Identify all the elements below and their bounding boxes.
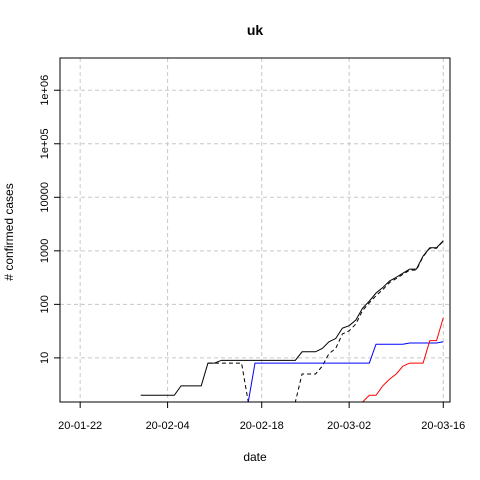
plot-frame	[59, 57, 451, 403]
x-tick-label: 20-03-16	[421, 420, 465, 432]
series-line-3	[228, 341, 444, 403]
series-line-2	[207, 240, 444, 403]
x-tick-label: 20-03-02	[327, 420, 371, 432]
y-tick-label: 10	[39, 352, 51, 364]
x-tick-label: 20-02-04	[146, 420, 190, 432]
x-axis-label: date	[243, 450, 267, 464]
y-tick-label: 10000	[39, 182, 51, 213]
y-tick-label: 100	[39, 295, 51, 313]
y-axis-label: # confirmed cases	[2, 183, 16, 280]
series-line-1	[140, 240, 444, 396]
y-tick-label: 1e+05	[39, 128, 51, 159]
y-axis: 10 100 1000 10000 1e+05 1e+06	[39, 75, 60, 364]
series-layer	[140, 240, 444, 403]
x-tick-label: 20-02-18	[240, 420, 284, 432]
grid	[60, 58, 450, 402]
series-line-4	[362, 317, 444, 403]
y-tick-label: 1e+06	[39, 75, 51, 106]
chart-title: uk	[247, 22, 264, 38]
y-tick-label: 1000	[39, 239, 51, 263]
x-axis: 20-01-22 20-02-04 20-02-18 20-03-02 20-03-16	[58, 402, 465, 432]
x-tick-label: 20-01-22	[58, 420, 102, 432]
